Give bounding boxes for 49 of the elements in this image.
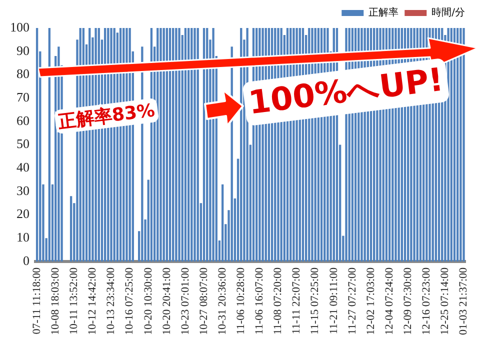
y-tick-label: 60 [16,112,30,128]
bar [162,28,165,262]
bar [160,28,162,262]
y-tick-label: 90 [16,42,30,58]
x-tick-label: 10-23 07:01:00 [179,266,192,336]
y-tick-label: 0 [23,252,30,268]
bar [175,28,178,262]
y-tick-label: 80 [16,66,30,82]
x-tick-label: 11-15 07:25:00 [309,266,322,335]
bar [194,28,196,262]
bar [58,46,60,262]
x-tick-label: 10-31 20:36:00 [216,266,228,336]
x-tick-label: 11-06 10:28:00 [235,266,248,335]
x-tick-label: 10-20 20:41:00 [160,266,173,336]
bar [36,28,38,262]
x-tick-label: 12-04 07:24:00 [383,266,396,336]
bar [70,196,72,262]
legend-label: 時間/分 [432,6,466,19]
x-tick-label: 10-13 23:34:00 [105,266,118,336]
x-tick-label: 10-11 13:52:00 [68,266,80,335]
y-tick-label: 10 [16,230,30,245]
y-tick-label: 40 [16,160,30,175]
y-tick-label: 100 [10,19,30,34]
x-tick-label: 10-16 07:25:00 [124,266,136,336]
x-tick-label: 10-20 10:30:00 [142,266,154,336]
x-tick-label: 12-16 07:23:00 [420,266,433,336]
y-tick-label: 20 [16,206,30,222]
x-tick-label: 01-03 21:37:00 [458,266,470,336]
y-tick-label: 70 [16,89,30,104]
bar [178,28,180,262]
bar [462,28,465,262]
x-tick-label: 12-02 17:03:00 [364,266,377,336]
y-tick-label: 50 [16,136,30,152]
x-tick-label: 07-11 11:18:00 [30,266,43,334]
x-tick-label: 10-08 18:03:00 [49,266,62,336]
x-tick-label: 11-21 09:11:00 [328,266,340,334]
x-tick-label: 10-12 14:42:00 [86,266,99,336]
annotation: 100%へUP! [242,58,450,126]
x-tick-label: 12-25 07:14:00 [439,266,452,336]
x-tick-label: 11-06 16:07:00 [254,266,266,335]
x-tick-label: 11-11 22:07:00 [290,266,303,334]
annotation: 正解率83% [54,98,160,134]
x-tick-label: 11-27 07:27:00 [346,266,358,335]
y-tick-label: 30 [16,182,30,198]
x-tick-label: 11-08 07:20:00 [272,266,284,335]
x-tick-label: 10-27 08:07:00 [198,266,210,336]
bar [221,184,224,262]
x-tick-label: 12-09 07:30:00 [402,266,414,336]
legend-label: 正解率 [368,6,399,19]
